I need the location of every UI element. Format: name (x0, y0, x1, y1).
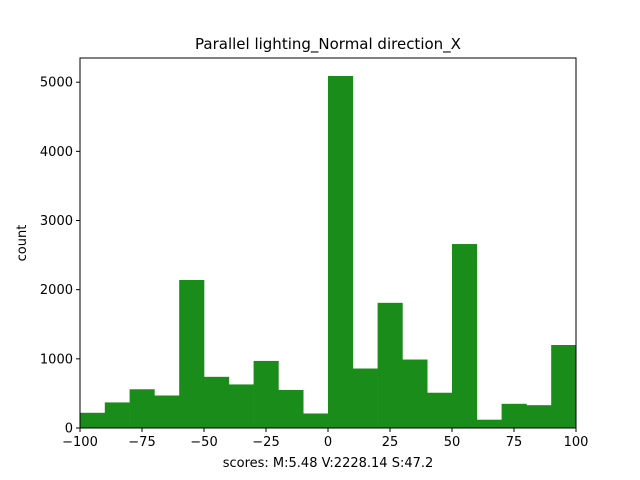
y-tick-label: 1000 (40, 352, 73, 367)
x-axis-label: scores: M:5.48 V:2228.14 S:47.2 (223, 456, 434, 471)
histogram-bar (154, 395, 180, 428)
histogram-bar (427, 392, 453, 428)
histogram-bar (278, 389, 304, 428)
histogram-bar (80, 412, 106, 428)
y-tick-label: 4000 (40, 145, 73, 160)
histogram-bar (526, 405, 552, 428)
y-axis-label: count (15, 225, 30, 262)
histogram-bar (253, 360, 279, 428)
y-tick-label: 2000 (40, 283, 73, 298)
y-tick-label: 5000 (40, 76, 73, 91)
chart-title: Parallel lighting_Normal direction_X (195, 35, 461, 54)
histogram-bar (476, 419, 502, 428)
histogram-bar (377, 302, 403, 428)
bars-group (80, 75, 577, 428)
histogram-bar (303, 413, 329, 428)
x-tick-label: 0 (324, 435, 332, 450)
histogram-bar (179, 280, 205, 428)
histogram-bar (551, 345, 577, 428)
histogram-bar (228, 384, 254, 428)
x-tick-label: −50 (190, 435, 217, 450)
histogram-bar (402, 359, 428, 428)
y-tick-label: 3000 (40, 214, 73, 229)
x-tick-label: 100 (564, 435, 589, 450)
x-tick-label: 75 (506, 435, 523, 450)
x-axis: −100 −75 −50 −25 0 25 50 75 100 (62, 428, 588, 450)
histogram-bar (352, 368, 378, 428)
histogram-bar (501, 403, 527, 428)
histogram-bar (129, 389, 155, 428)
y-axis: 0 1000 2000 3000 4000 5000 (40, 76, 80, 437)
histogram-bar (204, 376, 230, 428)
histogram-bar (452, 244, 478, 428)
x-tick-label: −75 (128, 435, 155, 450)
x-tick-label: 25 (382, 435, 399, 450)
x-tick-label: −25 (252, 435, 279, 450)
x-tick-label: 50 (444, 435, 461, 450)
histogram-bar (328, 75, 354, 428)
y-tick-label: 0 (65, 422, 73, 437)
x-tick-label: −100 (62, 435, 98, 450)
histogram-bar (104, 402, 130, 428)
